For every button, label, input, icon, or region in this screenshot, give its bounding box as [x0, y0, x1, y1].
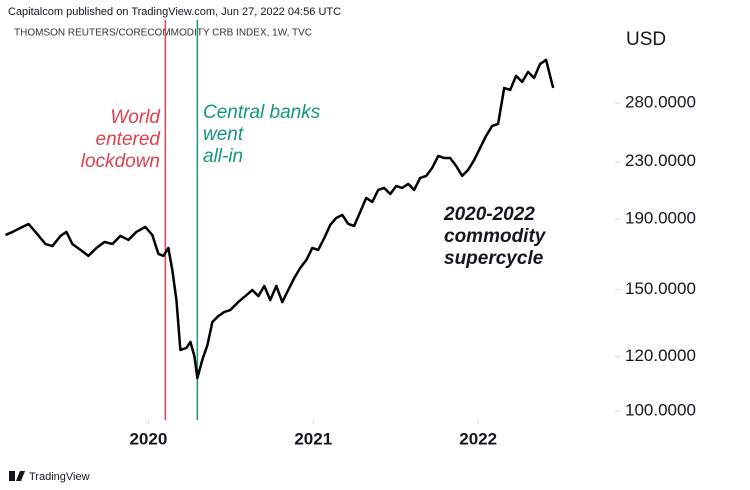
- x-tick-label: 2022: [459, 429, 497, 448]
- y-tick-label: 230.0000: [625, 151, 696, 170]
- annotation: supercycle: [444, 248, 544, 269]
- x-tick-label: 2021: [294, 429, 332, 448]
- y-tick-label: 100.0000: [625, 400, 696, 419]
- x-tick-label: 2020: [129, 429, 167, 448]
- event-label: World: [110, 107, 161, 128]
- footer-brand: TradingView: [29, 471, 90, 483]
- y-tick-label: 190.0000: [625, 208, 696, 227]
- event-label: lockdown: [81, 151, 160, 172]
- y-tick-label: 150.0000: [625, 279, 696, 298]
- y-axis-label: USD: [626, 29, 666, 50]
- event-label: all-in: [203, 146, 243, 167]
- price-line: [4, 58, 555, 380]
- event-label: went: [203, 124, 244, 145]
- symbol-title: THOMSON REUTERS/CORECOMMODITY CRB INDEX,…: [14, 28, 312, 39]
- y-tick-label: 120.0000: [625, 346, 696, 365]
- publish-header: Capitalcom published on TradingView.com,…: [8, 6, 341, 18]
- annotation: commodity: [444, 226, 547, 247]
- annotation: 2020-2022: [443, 204, 535, 225]
- event-label: entered: [96, 129, 162, 150]
- y-tick-label: 280.0000: [625, 92, 696, 111]
- tradingview-logo: [9, 471, 25, 481]
- event-label: Central banks: [203, 102, 321, 123]
